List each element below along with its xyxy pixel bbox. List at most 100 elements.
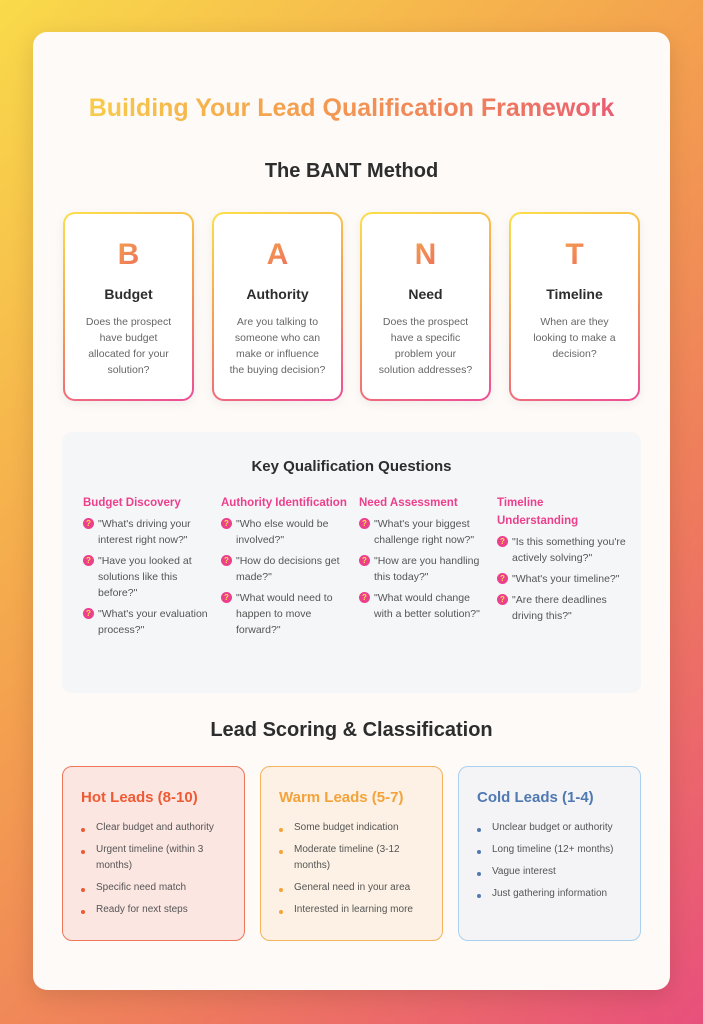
lead-criterion: Ready for next steps xyxy=(81,902,234,918)
question-text: "Is this something you're actively solvi… xyxy=(512,536,626,564)
lead-criterion-text: Long timeline (12+ months) xyxy=(492,844,614,855)
question-icon: ? xyxy=(83,518,94,529)
question-text: "What's your biggest challenge right now… xyxy=(374,518,475,546)
lead-criterion-text: Clear budget and authority xyxy=(96,822,214,833)
question-text: "What's your evaluation process?" xyxy=(98,608,208,636)
question-item: ? "Have you looked at solutions like this… xyxy=(83,553,213,601)
bant-letter: T xyxy=(565,238,584,271)
lead-criterion-text: Specific need match xyxy=(96,882,187,893)
bullet-icon xyxy=(81,888,85,892)
bant-description: Does the prospect have budget allocated … xyxy=(85,316,172,376)
question-item: ? "How do decisions get made?" xyxy=(221,553,351,585)
lead-criterion-text: Unclear budget or authority xyxy=(492,822,613,833)
lead-criterion: Just gathering information xyxy=(477,886,630,902)
lead-criteria-list: Unclear budget or authority Long timeline… xyxy=(477,820,630,902)
lead-criterion: Long timeline (12+ months) xyxy=(477,842,630,858)
lead-criterion-text: Just gathering information xyxy=(492,888,608,899)
lead-card: Cold Leads (1-4) Unclear budget or author… xyxy=(458,766,641,941)
bullet-icon xyxy=(81,910,85,914)
question-item: ? "Is this something you're actively solv… xyxy=(497,534,627,566)
lead-criterion-text: Interested in learning more xyxy=(294,904,413,915)
question-text: "What would need to happen to move forwa… xyxy=(236,592,333,636)
content-card: Building Your Lead Qualification Framewo… xyxy=(33,32,670,990)
question-icon: ? xyxy=(221,518,232,529)
question-text: "How do decisions get made?" xyxy=(236,555,340,583)
lead-criteria-list: Some budget indication Moderate timeline … xyxy=(279,820,432,918)
bant-card-budget: B Budget Does the prospect have budget all… xyxy=(63,212,194,401)
lead-card: Hot Leads (8-10) Clear budget and authori… xyxy=(62,766,245,941)
lead-criterion: Vague interest xyxy=(477,864,630,880)
question-item: ? "How are you handling this today?" xyxy=(359,553,489,585)
question-column-title: Need Assessment xyxy=(359,497,458,509)
question-text: "What would change with a better solutio… xyxy=(374,592,480,620)
lead-criterion-text: General need in your area xyxy=(294,882,411,893)
bant-name: Authority xyxy=(246,286,309,302)
bullet-icon xyxy=(477,850,481,854)
lead-card-title: Cold Leads (1-4) xyxy=(477,789,594,806)
question-column-title: Budget Discovery xyxy=(83,497,181,509)
bant-name: Timeline xyxy=(546,286,603,302)
question-text: "Have you looked at solutions like this … xyxy=(98,555,192,599)
question-item: ? "What would change with a better soluti… xyxy=(359,590,489,622)
question-icon: ? xyxy=(359,592,370,603)
bant-name: Budget xyxy=(104,286,153,302)
question-column-title: Timeline Understanding xyxy=(497,497,579,527)
question-icon: ? xyxy=(359,555,370,566)
question-item: ? "Are there deadlines driving this?" xyxy=(497,592,627,624)
question-text: "How are you handling this today?" xyxy=(374,555,480,583)
bullet-icon xyxy=(81,850,85,854)
question-item: ? "What's driving your interest right now… xyxy=(83,516,213,548)
lead-criterion: Specific need match xyxy=(81,880,234,896)
question-text: "What's driving your interest right now?… xyxy=(98,518,191,546)
lead-criterion: Moderate timeline (3-12 months) xyxy=(279,842,432,874)
bant-heading: The BANT Method xyxy=(264,160,439,182)
question-item: ? "What would need to happen to move forw… xyxy=(221,590,351,638)
question-icon: ? xyxy=(83,555,94,566)
question-text: "What's your timeline?" xyxy=(512,573,620,585)
bullet-icon xyxy=(477,828,481,832)
bullet-icon xyxy=(279,888,283,892)
bullet-icon xyxy=(477,872,481,876)
question-column: Timeline Understanding? "Is this somethin… xyxy=(497,494,627,629)
bullet-icon xyxy=(81,828,85,832)
question-text: "Who else would be involved?" xyxy=(236,518,329,546)
bant-description: When are they looking to make a decision… xyxy=(533,316,616,360)
question-item: ? "What's your biggest challenge right no… xyxy=(359,516,489,548)
questions-heading: Key Qualification Questions xyxy=(251,458,452,475)
bant-description: Does the prospect have a specific proble… xyxy=(378,316,473,376)
question-icon: ? xyxy=(497,536,508,547)
lead-card: Warm Leads (5-7) Some budget indication Mo… xyxy=(260,766,443,941)
question-item: ? "What's your timeline?" xyxy=(497,571,627,587)
lead-criterion-text: Ready for next steps xyxy=(96,904,188,915)
question-column: Need Assessment? "What's your biggest cha… xyxy=(359,494,489,627)
scoring-heading: Lead Scoring & Classification xyxy=(210,719,493,741)
lead-card-title: Warm Leads (5-7) xyxy=(279,789,404,806)
lead-criteria-list: Clear budget and authority Urgent timelin… xyxy=(81,820,234,918)
lead-criterion: Urgent timeline (within 3 months) xyxy=(81,842,234,874)
lead-criterion: Interested in learning more xyxy=(279,902,432,918)
bant-letter: B xyxy=(117,238,140,271)
question-icon: ? xyxy=(497,594,508,605)
lead-criterion-text: Some budget indication xyxy=(294,822,399,833)
bant-card-timeline: T Timeline When are they looking to make a… xyxy=(509,212,640,401)
question-column: Budget Discovery? "What's driving your in… xyxy=(83,494,213,643)
bant-card-need: N Need Does the prospect have a specific p… xyxy=(360,212,491,401)
question-item: ? "What's your evaluation process?" xyxy=(83,606,213,638)
question-icon: ? xyxy=(497,573,508,584)
bant-description: Are you talking to someone who can make … xyxy=(229,316,326,376)
bullet-icon xyxy=(477,894,481,898)
question-icon: ? xyxy=(83,608,94,619)
bant-letter: A xyxy=(266,238,289,271)
question-icon: ? xyxy=(221,555,232,566)
bullet-icon xyxy=(279,828,283,832)
bant-name: Need xyxy=(408,286,443,302)
lead-criterion-text: Moderate timeline (3-12 months) xyxy=(294,844,400,871)
lead-criterion-text: Urgent timeline (within 3 months) xyxy=(96,844,204,871)
lead-criterion-text: Vague interest xyxy=(492,866,556,877)
lead-criterion: Unclear budget or authority xyxy=(477,820,630,836)
lead-card-title: Hot Leads (8-10) xyxy=(81,789,198,806)
lead-criterion: Some budget indication xyxy=(279,820,432,836)
bullet-icon xyxy=(279,910,283,914)
question-icon: ? xyxy=(359,518,370,529)
bullet-icon xyxy=(279,850,283,854)
